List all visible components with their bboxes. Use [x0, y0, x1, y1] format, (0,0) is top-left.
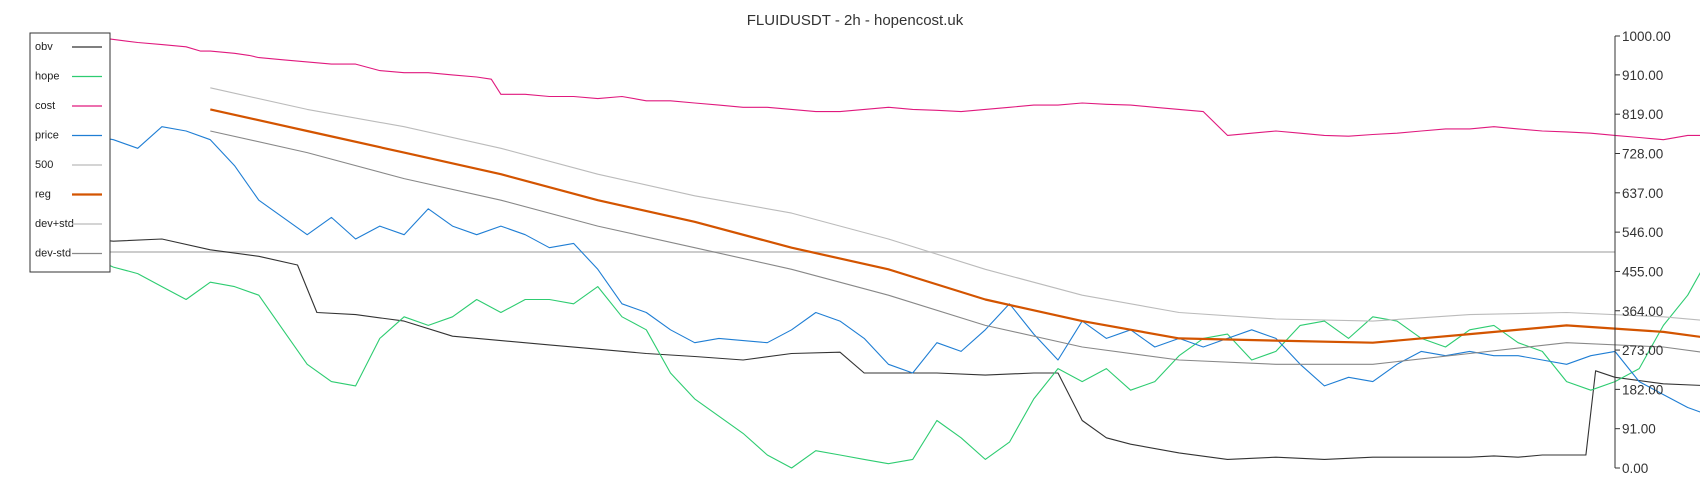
y-tick-label: 819.00 — [1622, 107, 1663, 122]
y-tick-label: 455.00 — [1622, 264, 1663, 279]
legend-box — [29, 32, 111, 273]
y-tick-label: 728.00 — [1622, 147, 1663, 162]
y-tick-label: 91.00 — [1622, 422, 1656, 437]
series-lines — [64, 35, 1700, 469]
legend-label: cost — [35, 100, 55, 112]
y-tick-label: 1000.00 — [1622, 29, 1671, 44]
series-line-price — [64, 126, 1700, 413]
y-tick-label: 637.00 — [1622, 186, 1663, 201]
series-line-dev-std — [210, 130, 1700, 365]
legend-label: obv — [35, 41, 53, 53]
series-line-hope — [64, 255, 1700, 469]
y-tick-label: 364.00 — [1622, 304, 1663, 319]
y-tick-label: 0.00 — [1622, 461, 1648, 476]
y-tick-label: 910.00 — [1622, 68, 1663, 83]
legend-label: dev+std — [35, 218, 74, 230]
series-line-dev-std — [210, 87, 1700, 322]
y-tick-label: 273.00 — [1622, 343, 1663, 358]
legend-label: reg — [35, 189, 51, 201]
legend: obv hope cost price 500 reg dev+std dev-std — [29, 32, 111, 273]
legend-label: hope — [35, 71, 59, 83]
legend-label: 500 — [35, 159, 53, 171]
y-axis: 1000.00 910.00 819.00 728.00 637.00 546.00 455… — [1614, 29, 1671, 476]
chart-title: FLUIDUSDT - 2h - hopencost.uk — [747, 12, 964, 29]
series-line-cost — [64, 35, 1700, 141]
legend-label: dev-std — [35, 248, 71, 260]
series-line-obv — [64, 236, 1700, 460]
y-tick-label: 546.00 — [1622, 225, 1663, 240]
y-tick-label: 182.00 — [1622, 382, 1663, 397]
legend-label: price — [35, 130, 59, 142]
series-line-reg — [210, 108, 1700, 344]
